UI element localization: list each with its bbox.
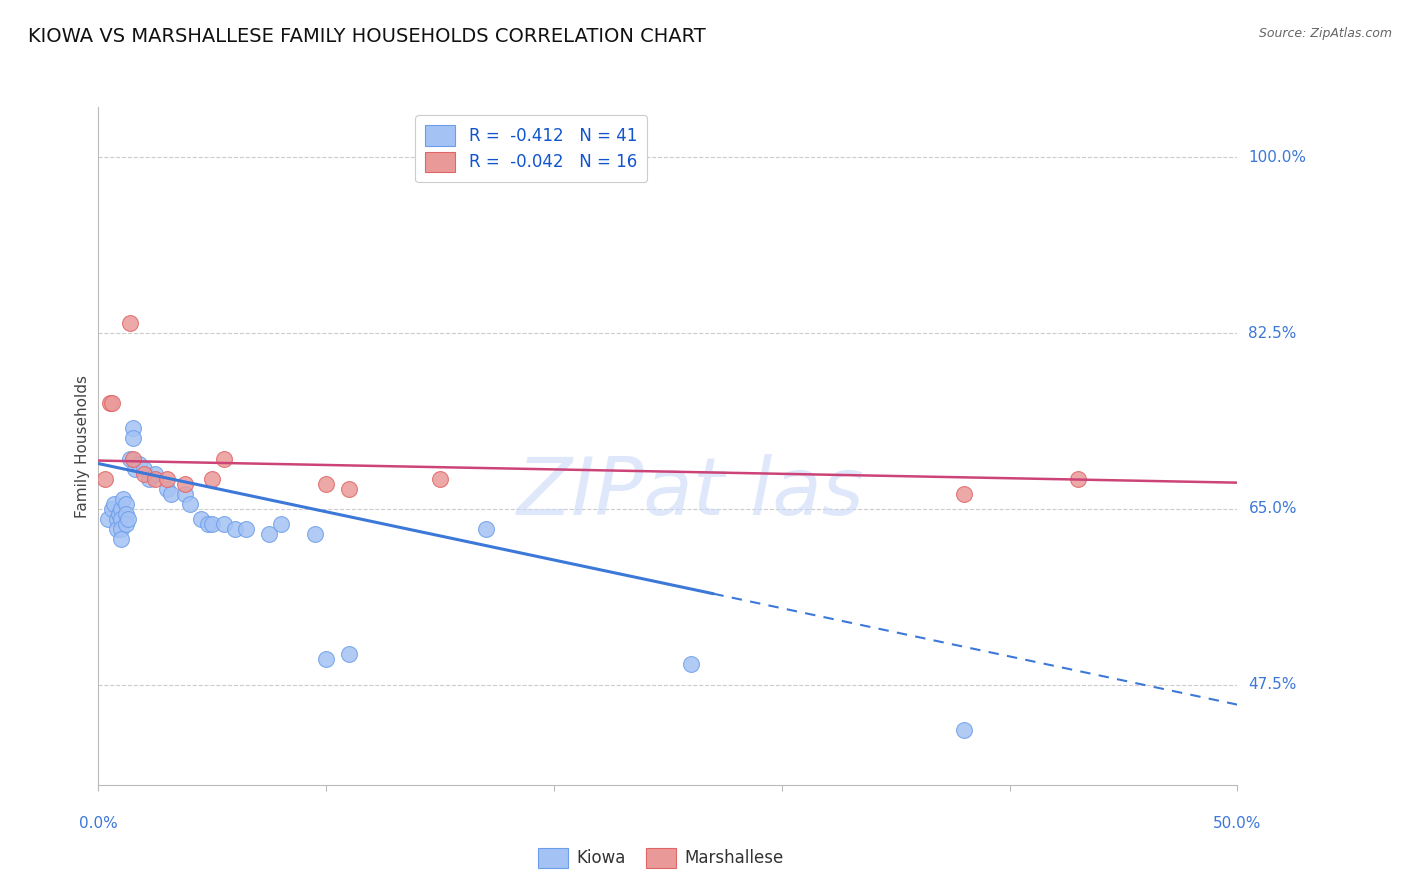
Point xyxy=(212,516,235,531)
Text: 65.0%: 65.0% xyxy=(1249,501,1296,516)
Point xyxy=(953,486,976,500)
Point xyxy=(124,461,146,475)
Point xyxy=(121,451,143,466)
Point xyxy=(117,512,139,526)
Point xyxy=(112,491,135,506)
Point xyxy=(96,512,118,526)
Text: KIOWA VS MARSHALLESE FAMILY HOUSEHOLDS CORRELATION CHART: KIOWA VS MARSHALLESE FAMILY HOUSEHOLDS C… xyxy=(28,27,706,45)
Point xyxy=(120,316,142,330)
Point xyxy=(114,507,136,521)
Text: 50.0%: 50.0% xyxy=(1213,815,1261,830)
Point xyxy=(105,512,128,526)
Point xyxy=(145,472,167,486)
Point xyxy=(474,522,496,536)
Point xyxy=(94,472,117,486)
Point xyxy=(110,532,132,546)
Point xyxy=(121,432,143,446)
Point xyxy=(224,522,246,536)
Point xyxy=(103,497,125,511)
Text: Source: ZipAtlas.com: Source: ZipAtlas.com xyxy=(1258,27,1392,40)
Point xyxy=(128,457,150,471)
Point xyxy=(121,421,143,435)
Point xyxy=(197,516,219,531)
Text: 47.5%: 47.5% xyxy=(1249,677,1296,692)
Text: 82.5%: 82.5% xyxy=(1249,326,1296,341)
Point xyxy=(110,512,132,526)
Y-axis label: Family Households: Family Households xyxy=(75,375,90,517)
Point xyxy=(98,396,121,410)
Point xyxy=(953,723,976,737)
Point xyxy=(201,472,224,486)
Point xyxy=(145,467,167,481)
Point xyxy=(1067,472,1090,486)
Point xyxy=(190,512,212,526)
Legend: Kiowa, Marshallese: Kiowa, Marshallese xyxy=(531,841,790,875)
Text: 100.0%: 100.0% xyxy=(1249,150,1306,165)
Point xyxy=(174,486,197,500)
Point xyxy=(101,396,124,410)
Point xyxy=(132,467,155,481)
Point xyxy=(174,476,197,491)
Point xyxy=(304,527,326,541)
Point xyxy=(315,652,337,666)
Point xyxy=(132,461,155,475)
Point xyxy=(337,648,360,662)
Text: 0.0%: 0.0% xyxy=(79,815,118,830)
Point xyxy=(201,516,224,531)
Point xyxy=(108,507,131,521)
Point xyxy=(235,522,257,536)
Legend: R =  -0.412   N = 41, R =  -0.042   N = 16: R = -0.412 N = 41, R = -0.042 N = 16 xyxy=(415,115,647,182)
Point xyxy=(212,451,235,466)
Point xyxy=(110,501,132,516)
Point xyxy=(315,476,337,491)
Text: ZIPat las: ZIPat las xyxy=(517,454,865,533)
Point xyxy=(270,516,292,531)
Point xyxy=(110,522,132,536)
Point xyxy=(114,516,136,531)
Point xyxy=(259,527,281,541)
Point xyxy=(120,451,142,466)
Point xyxy=(114,497,136,511)
Point xyxy=(160,486,183,500)
Point xyxy=(337,482,360,496)
Point xyxy=(101,501,124,516)
Point xyxy=(105,522,128,536)
Point xyxy=(138,472,160,486)
Point xyxy=(156,472,179,486)
Point xyxy=(156,482,179,496)
Point xyxy=(429,472,451,486)
Point xyxy=(679,657,702,672)
Point xyxy=(179,497,201,511)
